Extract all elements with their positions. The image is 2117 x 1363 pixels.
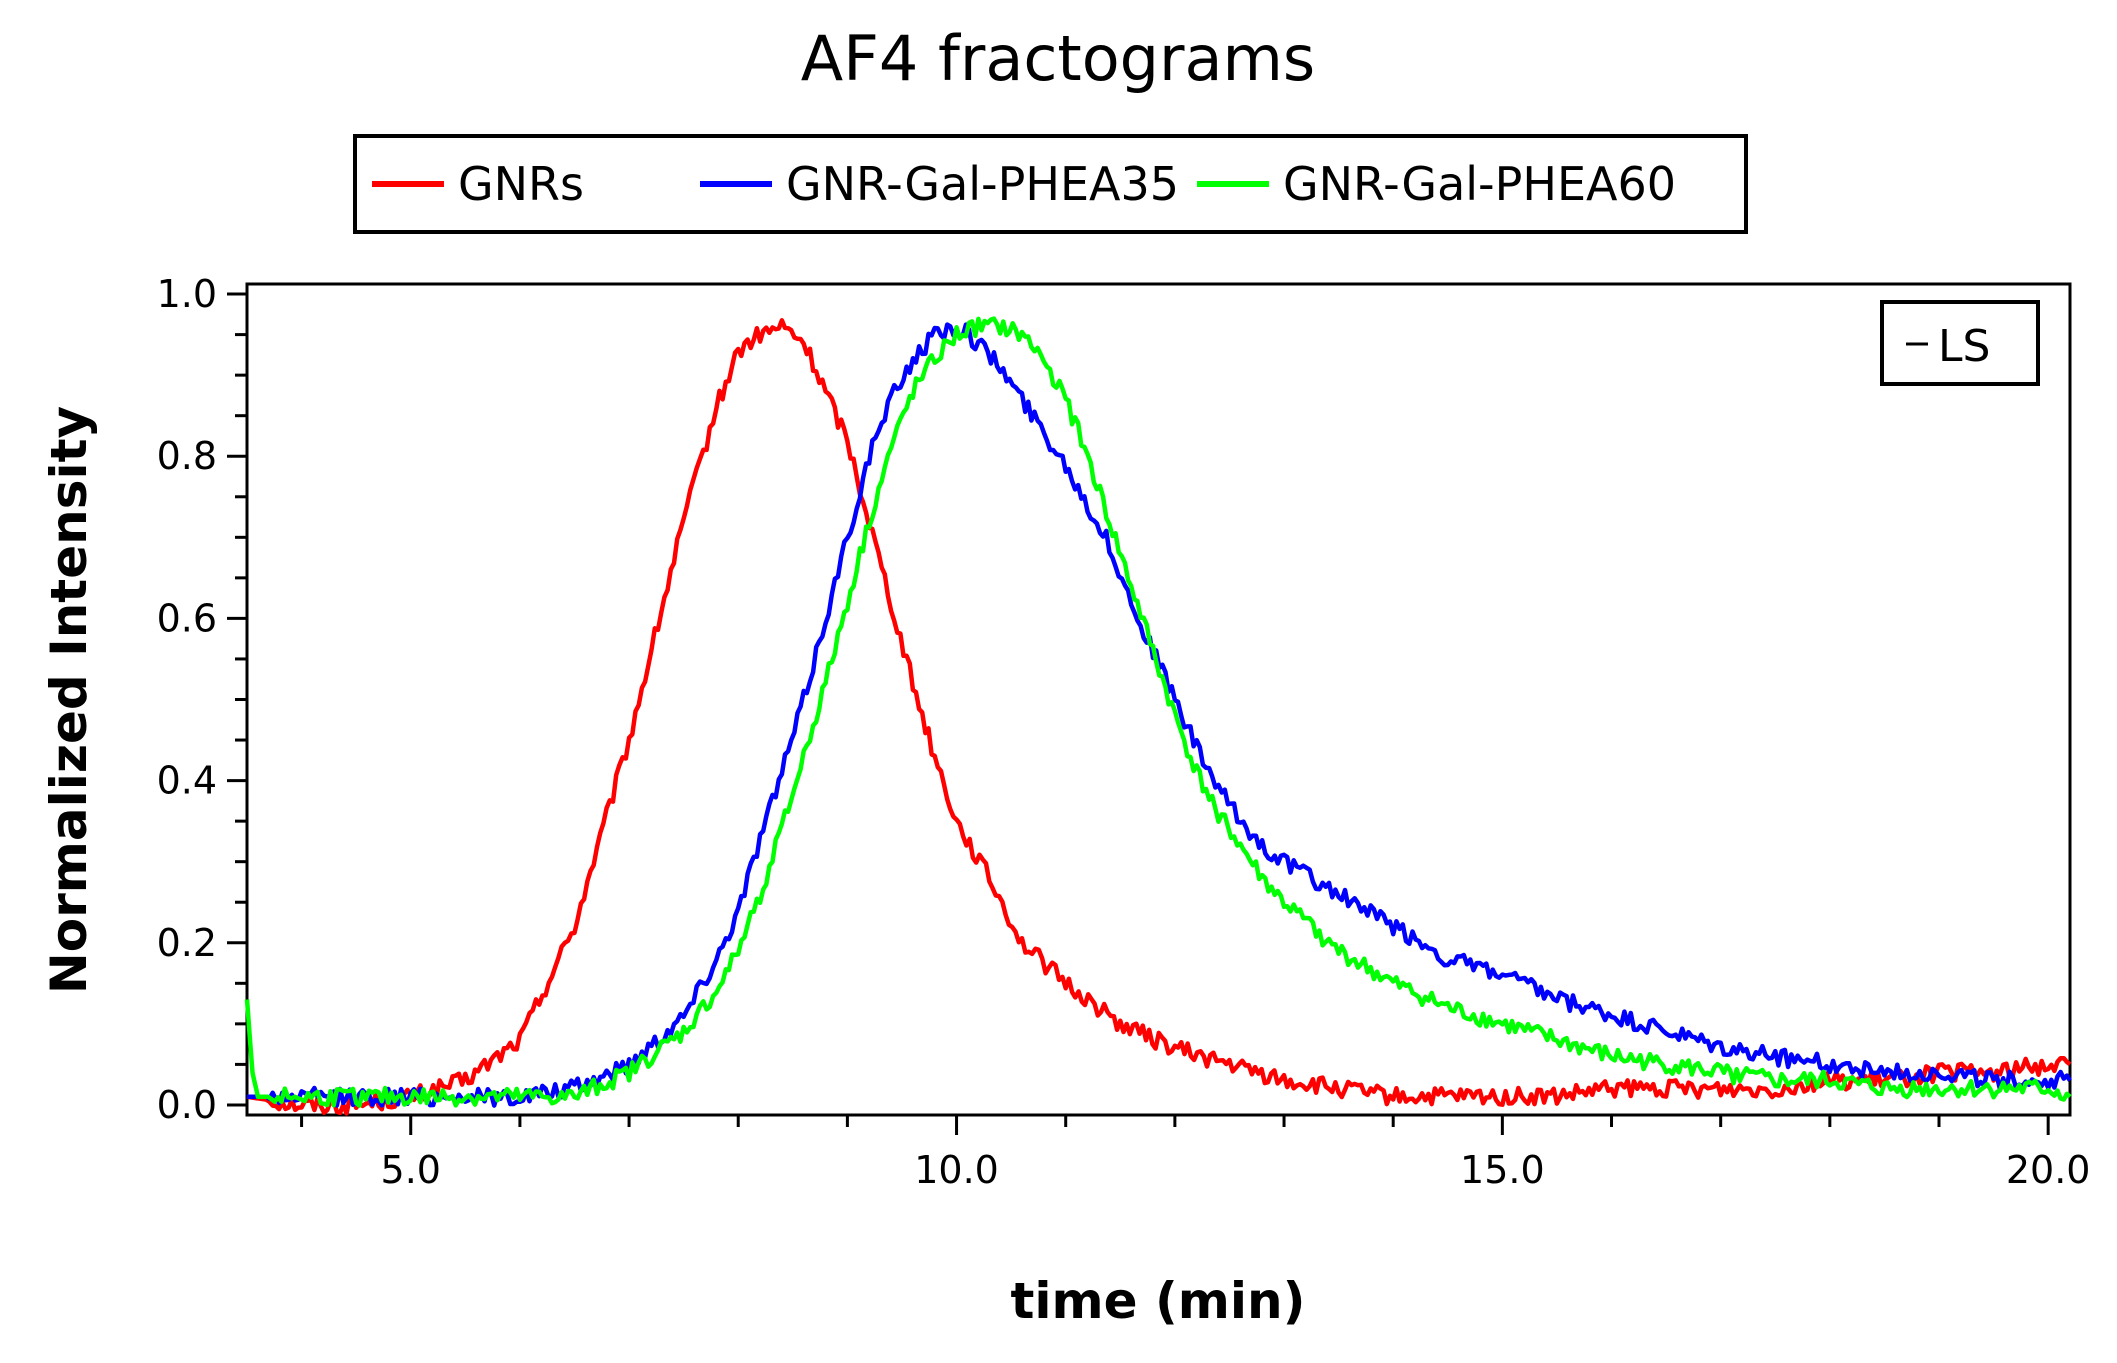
y-tick-label: 0.0 — [157, 1083, 217, 1127]
detector-box: LS — [1880, 300, 2040, 386]
x-axis-label: time (min) — [1011, 1272, 1306, 1330]
x-tick-label: 10.0 — [914, 1148, 999, 1192]
y-tick-label: 0.6 — [157, 596, 217, 640]
legend-label: GNRs — [458, 157, 584, 211]
x-tick-label: 5.0 — [381, 1148, 441, 1192]
legend-label: GNR-Gal-PHEA35 — [786, 157, 1179, 211]
series-line-1 — [246, 318, 2072, 1116]
plot-frame — [245, 282, 2072, 1117]
y-axis: 0.0 0.2 0.4 0.6 0.8 1.0 — [157, 272, 247, 1127]
chart-title: AF4 fractograms — [801, 22, 1315, 95]
legend: GNRs GNR-Gal-PHEA35 GNR-Gal-PHEA60 — [353, 134, 1748, 234]
series-layer — [244, 316, 2072, 1116]
y-axis-label: Normalized Intensity — [40, 406, 98, 994]
legend-label: GNR-Gal-PHEA60 — [1283, 157, 1676, 211]
series-line-2 — [247, 322, 2072, 1108]
legend-frame — [353, 134, 1748, 234]
series-line-3 — [244, 316, 2072, 1108]
x-tick-label: 15.0 — [1460, 1148, 1545, 1192]
detector-box-label: LS — [1938, 321, 1990, 372]
y-tick-label: 0.4 — [157, 759, 217, 803]
x-tick-label: 20.0 — [2006, 1148, 2091, 1192]
x-axis: 5.0 10.0 15.0 20.0 — [300, 1115, 2091, 1192]
y-tick-label: 0.8 — [157, 434, 217, 478]
y-tick-label: 0.2 — [157, 921, 217, 965]
y-tick-label: 1.0 — [157, 272, 217, 316]
